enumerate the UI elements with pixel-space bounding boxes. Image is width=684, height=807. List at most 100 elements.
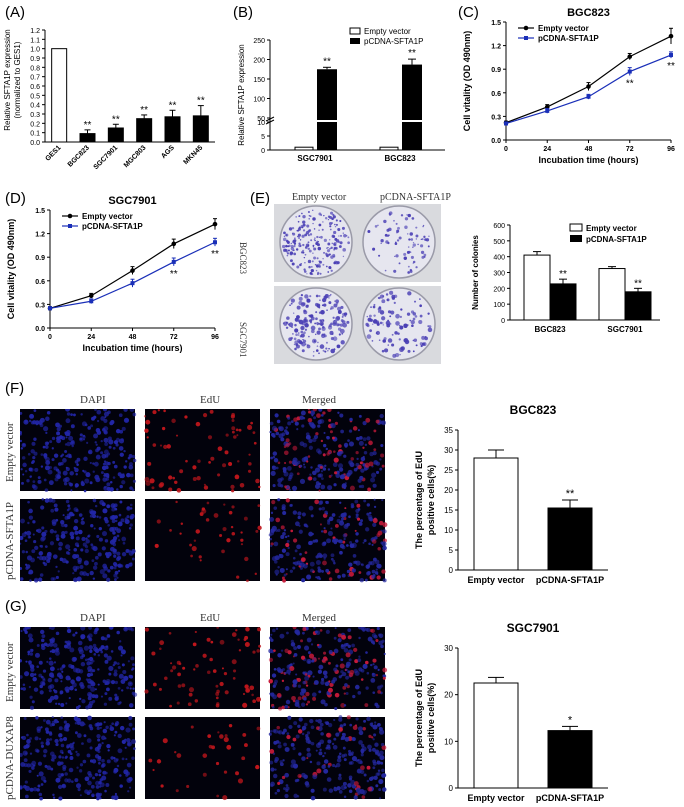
merged-nucleus bbox=[287, 650, 292, 655]
merged-nucleus bbox=[284, 485, 287, 488]
dapi-nucleus bbox=[70, 413, 73, 416]
dapi-nucleus bbox=[28, 569, 34, 575]
dapi-nucleus bbox=[99, 726, 102, 729]
merged-nucleus bbox=[352, 561, 356, 564]
merged-nucleus bbox=[343, 723, 347, 727]
merged-nucleus bbox=[371, 736, 374, 739]
merged-nucleus bbox=[290, 529, 294, 533]
x-tick-label: 96 bbox=[667, 146, 675, 153]
x-tick-label: 72 bbox=[626, 146, 634, 153]
dapi-nucleus bbox=[104, 659, 109, 664]
dapi-nucleus bbox=[54, 719, 57, 722]
dapi-nucleus bbox=[108, 696, 113, 701]
merged-nucleus bbox=[379, 467, 383, 471]
merged-nucleus bbox=[375, 751, 379, 756]
dapi-nucleus bbox=[132, 454, 136, 459]
dapi-nucleus bbox=[57, 668, 60, 671]
colony bbox=[373, 303, 376, 306]
edu-nucleus bbox=[152, 410, 157, 415]
merged-nucleus bbox=[289, 569, 294, 573]
edu-nucleus bbox=[210, 456, 215, 461]
dapi-nucleus bbox=[27, 452, 31, 456]
dapi-nucleus bbox=[129, 523, 133, 527]
dapi-nucleus bbox=[20, 762, 26, 767]
merged-nucleus bbox=[376, 627, 380, 631]
merged-nucleus bbox=[344, 482, 347, 485]
merged-nucleus bbox=[300, 655, 306, 660]
merged-nucleus bbox=[277, 566, 280, 569]
merged-nucleus bbox=[359, 577, 365, 583]
edu-nucleus bbox=[195, 664, 199, 668]
colony bbox=[283, 248, 287, 252]
dapi-nucleus bbox=[43, 478, 47, 482]
dapi-nucleus bbox=[125, 549, 130, 553]
colony bbox=[390, 310, 395, 315]
merged-nucleus bbox=[363, 539, 367, 543]
dapi-nucleus bbox=[74, 688, 78, 692]
colony bbox=[302, 220, 306, 224]
colony bbox=[395, 241, 397, 244]
dapi-nucleus bbox=[120, 654, 123, 657]
edu-nucleus bbox=[195, 529, 200, 534]
colony bbox=[379, 310, 385, 315]
edu-nucleus bbox=[228, 510, 233, 515]
edu-nucleus bbox=[217, 446, 223, 452]
colony bbox=[345, 234, 348, 237]
edu-nucleus bbox=[202, 653, 207, 658]
colony bbox=[283, 235, 286, 238]
merged-nucleus bbox=[275, 627, 279, 630]
dapi-nucleus bbox=[126, 738, 131, 743]
dapi-nucleus bbox=[28, 769, 32, 773]
dapi-nucleus bbox=[39, 796, 43, 801]
colony bbox=[309, 233, 313, 236]
merged-nucleus bbox=[285, 485, 290, 490]
dapi-nucleus bbox=[106, 687, 110, 692]
colony bbox=[342, 248, 347, 252]
colony bbox=[333, 320, 336, 322]
dapi-nucleus bbox=[82, 759, 87, 764]
merged-nucleus bbox=[304, 551, 308, 555]
colony bbox=[310, 325, 316, 331]
colony bbox=[387, 344, 389, 346]
dapi-nucleus bbox=[37, 784, 41, 788]
colony bbox=[314, 322, 317, 325]
colony bbox=[325, 341, 328, 344]
edu-nucleus bbox=[238, 649, 242, 652]
colony bbox=[299, 263, 302, 267]
colony bbox=[310, 316, 315, 321]
dapi-nucleus bbox=[104, 453, 109, 458]
dapi-nucleus bbox=[116, 576, 119, 579]
edu-nucleus bbox=[194, 699, 199, 703]
dapi-nucleus bbox=[90, 424, 94, 428]
merged-nucleus bbox=[328, 516, 334, 522]
data-point bbox=[89, 299, 94, 304]
dapi-nucleus bbox=[65, 499, 70, 504]
merged-nucleus bbox=[348, 789, 353, 794]
merged-nucleus bbox=[380, 453, 385, 458]
colony-col-label-sfta1p: pCDNA-SFTA1P bbox=[380, 192, 451, 203]
merged-nucleus bbox=[333, 786, 338, 792]
axis-break bbox=[265, 119, 275, 125]
dapi-nucleus bbox=[76, 752, 80, 757]
dapi-nucleus bbox=[127, 681, 133, 687]
g-col-label-dapi: DAPI bbox=[80, 612, 106, 624]
merged-nucleus bbox=[347, 439, 350, 443]
dapi-nucleus bbox=[74, 778, 79, 783]
merged-nucleus bbox=[318, 690, 322, 694]
colony bbox=[335, 223, 338, 226]
edu-nucleus bbox=[190, 725, 194, 729]
dapi-nucleus bbox=[70, 440, 75, 446]
merged-nucleus bbox=[333, 457, 339, 463]
edu-nucleus bbox=[191, 545, 197, 552]
dapi-nucleus bbox=[43, 719, 46, 722]
dapi-nucleus bbox=[128, 674, 132, 679]
dapi-nucleus bbox=[64, 523, 68, 528]
merged-nucleus bbox=[296, 778, 300, 782]
dapi-nucleus bbox=[111, 519, 116, 524]
dapi-nucleus bbox=[128, 526, 132, 530]
y-tick-label: 5 bbox=[261, 134, 265, 141]
colony bbox=[339, 241, 343, 245]
colony bbox=[415, 266, 418, 269]
colony bbox=[303, 331, 306, 335]
